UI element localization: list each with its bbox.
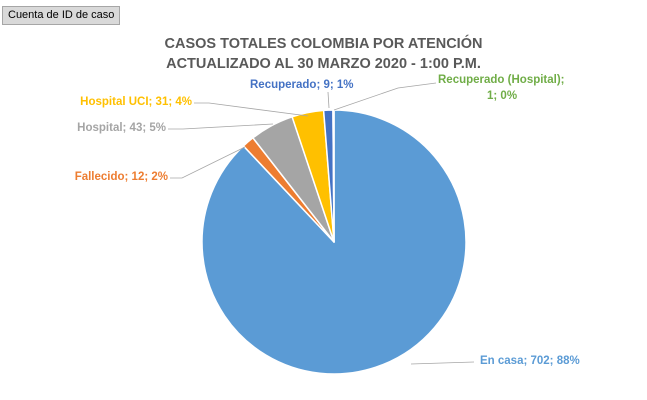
pie-slice-recuperado-hospital xyxy=(332,109,335,243)
leader-line xyxy=(327,91,330,109)
leader-line xyxy=(168,123,274,130)
data-label: En casa; 702; 88% xyxy=(480,355,580,367)
data-label: Recuperado (Hospital); 1; 0% xyxy=(438,74,565,102)
pivot-field-button[interactable]: Cuenta de ID de caso xyxy=(2,6,121,25)
data-label: Hospital; 43; 5% xyxy=(77,122,166,134)
data-label: Fallecido; 12; 2% xyxy=(75,171,168,183)
data-label: Recuperado; 9; 1% xyxy=(250,79,354,91)
leader-line xyxy=(194,102,309,117)
leader-line xyxy=(170,146,246,179)
data-label: Hospital UCI; 31; 4% xyxy=(80,96,192,108)
chart-title-line-1: CASOS TOTALES COLOMBIA POR ATENCIÓN xyxy=(164,36,483,52)
leader-line xyxy=(410,361,475,365)
leader-line xyxy=(333,82,437,111)
chart-title-line-2: ACTUALIZADO AL 30 MARZO 2020 - 1:00 P.M. xyxy=(166,56,481,72)
